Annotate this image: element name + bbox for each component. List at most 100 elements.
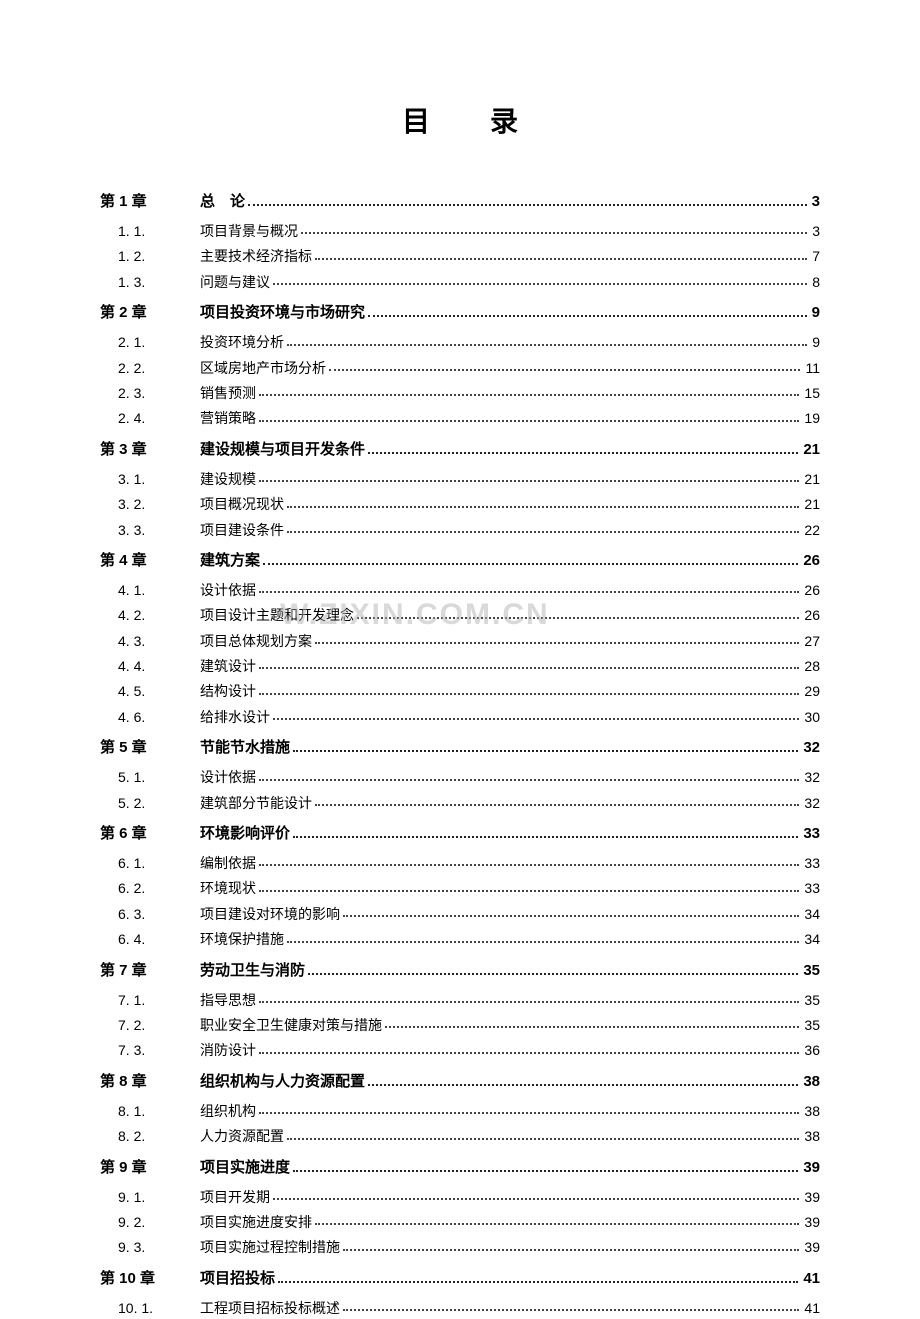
toc-entry-number: 1. 1. xyxy=(100,220,200,242)
toc-entry-page: 34 xyxy=(802,928,820,950)
toc-entry-page: 38 xyxy=(802,1125,820,1147)
toc-leader-dots xyxy=(259,1112,799,1114)
toc-entry-number: 2. 1. xyxy=(100,331,200,353)
toc-leader-dots xyxy=(329,369,800,371)
toc-chapter-row: 第 2 章项目投资环境与市场研究9 xyxy=(100,301,820,325)
toc-entry-page: 3 xyxy=(810,190,820,214)
toc-leader-dots xyxy=(315,804,799,806)
toc-section-row: 7. 2.职业安全卫生健康对策与措施35 xyxy=(100,1014,820,1036)
toc-entry-number: 3. 3. xyxy=(100,519,200,541)
toc-entry-label-wrap: 劳动卫生与消防 35 xyxy=(200,959,820,983)
toc-entry-label-wrap: 项目建设条件22 xyxy=(200,519,820,541)
toc-leader-dots xyxy=(343,1249,799,1251)
toc-entry-label: 项目背景与概况 xyxy=(200,220,298,242)
toc-section-row: 1. 1.项目背景与概况 3 xyxy=(100,220,820,242)
toc-entry-label: 投资环境分析 xyxy=(200,331,284,353)
toc-leader-dots xyxy=(357,617,799,619)
toc-entry-page: 39 xyxy=(802,1186,820,1208)
toc-leader-dots xyxy=(287,506,799,508)
toc-entry-number: 2. 4. xyxy=(100,407,200,429)
toc-entry-page: 36 xyxy=(802,1039,820,1061)
toc-entry-label: 组织机构与人力资源配置 xyxy=(200,1070,365,1094)
toc-entry-label-wrap: 人力资源配置 38 xyxy=(200,1125,820,1147)
toc-entry-label-wrap: 给排水设计30 xyxy=(200,706,820,728)
toc-entry-page: 7 xyxy=(810,245,820,267)
toc-entry-label: 设计依据 xyxy=(200,579,256,601)
toc-entry-label-wrap: 项目招投标41 xyxy=(200,1267,820,1291)
toc-entry-label-wrap: 项目总体规划方案27 xyxy=(200,630,820,652)
toc-entry-label: 建设规模 xyxy=(200,468,256,490)
toc-entry-number: 第 2 章 xyxy=(100,301,200,325)
toc-section-row: 3. 3.项目建设条件22 xyxy=(100,519,820,541)
toc-entry-label-wrap: 项目背景与概况 3 xyxy=(200,220,820,242)
toc-section-row: 4. 5.结构设计29 xyxy=(100,680,820,702)
toc-leader-dots xyxy=(259,394,799,396)
toc-leader-dots xyxy=(287,941,799,943)
toc-leader-dots xyxy=(259,591,799,593)
toc-entry-label: 组织机构 xyxy=(200,1100,256,1122)
toc-section-row: 2. 4.营销策略19 xyxy=(100,407,820,429)
toc-entry-label-wrap: 消防设计36 xyxy=(200,1039,820,1061)
toc-entry-number: 1. 2. xyxy=(100,245,200,267)
toc-entry-label-wrap: 销售预测15 xyxy=(200,382,820,404)
toc-leader-dots xyxy=(248,204,807,206)
toc-entry-number: 5. 2. xyxy=(100,792,200,814)
toc-entry-label-wrap: 项目投资环境与市场研究9 xyxy=(200,301,820,325)
toc-entry-label-wrap: 工程项目招标投标概述41 xyxy=(200,1297,820,1319)
toc-entry-label-wrap: 项目实施进度安排39 xyxy=(200,1211,820,1233)
toc-entry-label: 项目开发期 xyxy=(200,1186,270,1208)
toc-entry-label-wrap: 建设规模与项目开发条件21 xyxy=(200,438,820,462)
toc-entry-page: 29 xyxy=(802,680,820,702)
toc-entry-number: 第 3 章 xyxy=(100,438,200,462)
page-title: 目录 xyxy=(100,100,820,140)
toc-entry-page: 35 xyxy=(801,959,820,983)
toc-entry-label: 建筑设计 xyxy=(200,655,256,677)
toc-entry-label: 项目建设条件 xyxy=(200,519,284,541)
toc-entry-label-wrap: 项目开发期 39 xyxy=(200,1186,820,1208)
toc-entry-page: 35 xyxy=(802,989,820,1011)
toc-entry-label-wrap: 设计依据 32 xyxy=(200,766,820,788)
toc-section-row: 8. 2.人力资源配置 38 xyxy=(100,1125,820,1147)
toc-entry-label-wrap: 指导思想 35 xyxy=(200,989,820,1011)
toc-leader-dots xyxy=(368,1084,798,1086)
toc-entry-number: 9. 3. xyxy=(100,1236,200,1258)
toc-section-row: 2. 1.投资环境分析9 xyxy=(100,331,820,353)
toc-entry-label-wrap: 项目概况现状21 xyxy=(200,493,820,515)
toc-entry-label: 建筑部分节能设计 xyxy=(200,792,312,814)
toc-entry-number: 第 7 章 xyxy=(100,959,200,983)
toc-entry-label: 劳动卫生与消防 xyxy=(200,959,305,983)
toc-leader-dots xyxy=(273,1198,799,1200)
toc-entry-page: 26 xyxy=(801,549,820,573)
toc-entry-page: 32 xyxy=(801,736,820,760)
toc-entry-label: 环境影响评价 xyxy=(200,822,290,846)
toc-entry-label: 人力资源配置 xyxy=(200,1125,284,1147)
toc-entry-page: 26 xyxy=(802,579,820,601)
toc-entry-page: 3 xyxy=(810,220,820,242)
toc-entry-label: 项目招投标 xyxy=(200,1267,275,1291)
toc-entry-label-wrap: 编制依据 33 xyxy=(200,852,820,874)
toc-entry-label: 指导思想 xyxy=(200,989,256,1011)
toc-entry-number: 8. 2. xyxy=(100,1125,200,1147)
toc-section-row: 8. 1.组织机构38 xyxy=(100,1100,820,1122)
toc-entry-label: 环境保护措施 xyxy=(200,928,284,950)
toc-entry-label-wrap: 项目建设对环境的影响34 xyxy=(200,903,820,925)
toc-leader-dots xyxy=(343,1309,799,1311)
toc-entry-number: 2. 3. xyxy=(100,382,200,404)
toc-entry-label: 编制依据 xyxy=(200,852,256,874)
toc-entry-page: 15 xyxy=(802,382,820,404)
toc-entry-page: 32 xyxy=(802,766,820,788)
toc-section-row: 6. 2.环境现状33 xyxy=(100,877,820,899)
toc-entry-label: 环境现状 xyxy=(200,877,256,899)
toc-chapter-row: 第 7 章劳动卫生与消防 35 xyxy=(100,959,820,983)
toc-section-row: 6. 3.项目建设对环境的影响34 xyxy=(100,903,820,925)
toc-entry-page: 33 xyxy=(802,852,820,874)
toc-entry-number: 7. 3. xyxy=(100,1039,200,1061)
toc-leader-dots xyxy=(368,315,807,317)
toc-chapter-row: 第 6 章环境影响评价33 xyxy=(100,822,820,846)
toc-entry-label: 设计依据 xyxy=(200,766,256,788)
toc-entry-label-wrap: 职业安全卫生健康对策与措施35 xyxy=(200,1014,820,1036)
toc-chapter-row: 第 5 章节能节水措施32 xyxy=(100,736,820,760)
toc-leader-dots xyxy=(315,642,799,644)
toc-chapter-row: 第 9 章项目实施进度39 xyxy=(100,1156,820,1180)
toc-entry-label: 项目投资环境与市场研究 xyxy=(200,301,365,325)
